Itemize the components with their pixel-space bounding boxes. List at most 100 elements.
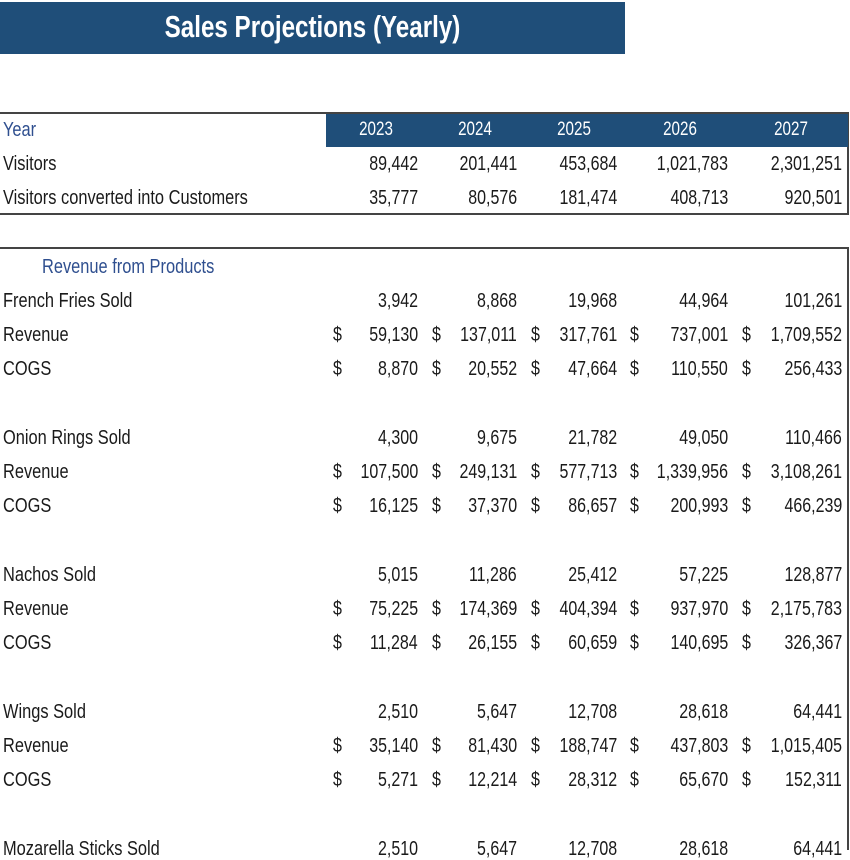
currency-symbol: $ xyxy=(630,769,639,791)
currency-symbol: $ xyxy=(531,598,540,620)
table-border-right xyxy=(847,112,849,215)
units-sold-value: 3,942 xyxy=(377,290,418,312)
year-header-2024: 2024 xyxy=(458,119,492,140)
units-sold-value: 5,647 xyxy=(476,838,517,860)
units-sold-label: Onion Rings Sold xyxy=(3,427,131,449)
year-header-2027: 2027 xyxy=(774,119,808,140)
units-sold-value: 28,618 xyxy=(679,838,728,860)
currency-symbol: $ xyxy=(432,769,441,791)
currency-symbol: $ xyxy=(333,598,342,620)
cogs-label: COGS xyxy=(3,632,52,654)
revenue-value: 188,747 xyxy=(559,735,617,757)
units-sold-value: 8,868 xyxy=(476,290,517,312)
units-sold-value: 64,441 xyxy=(793,838,842,860)
cogs-value: 5,271 xyxy=(377,769,418,791)
units-sold-value: 4,300 xyxy=(377,427,418,449)
units-sold-value: 2,510 xyxy=(377,701,418,723)
section-title: Revenue from Products xyxy=(42,256,215,278)
revenue-label: Revenue xyxy=(3,598,69,620)
cogs-value: 28,312 xyxy=(568,769,617,791)
units-sold-value: 49,050 xyxy=(679,427,728,449)
units-sold-value: 9,675 xyxy=(476,427,517,449)
currency-symbol: $ xyxy=(531,358,540,380)
cogs-value: 466,239 xyxy=(784,495,842,517)
cogs-value: 140,695 xyxy=(670,632,728,654)
currency-symbol: $ xyxy=(432,358,441,380)
customers-label: Visitors converted into Customers xyxy=(3,187,248,209)
units-sold-value: 28,618 xyxy=(679,701,728,723)
currency-symbol: $ xyxy=(630,358,639,380)
revenue-value: 1,709,552 xyxy=(770,324,842,346)
cogs-value: 26,155 xyxy=(468,632,517,654)
year-header-2025: 2025 xyxy=(557,119,591,140)
units-sold-label: Mozarella Sticks Sold xyxy=(3,838,160,860)
revenue-label: Revenue xyxy=(3,324,69,346)
currency-symbol: $ xyxy=(630,598,639,620)
currency-symbol: $ xyxy=(432,461,441,483)
currency-symbol: $ xyxy=(432,495,441,517)
units-sold-value: 101,261 xyxy=(784,290,842,312)
revenue-value: 737,001 xyxy=(670,324,728,346)
currency-symbol: $ xyxy=(742,598,751,620)
revenue-value: 3,108,261 xyxy=(770,461,842,483)
revenue-value: 937,970 xyxy=(670,598,728,620)
cogs-value: 256,433 xyxy=(784,358,842,380)
cogs-value: 110,550 xyxy=(671,358,728,380)
currency-symbol: $ xyxy=(630,735,639,757)
currency-symbol: $ xyxy=(742,735,751,757)
customers-value: 35,777 xyxy=(369,187,418,209)
visitors-value: 453,684 xyxy=(559,153,617,175)
revenue-label: Revenue xyxy=(3,461,69,483)
currency-symbol: $ xyxy=(630,632,639,654)
units-sold-value: 57,225 xyxy=(679,564,728,586)
units-sold-value: 11,286 xyxy=(469,564,517,586)
cogs-value: 37,370 xyxy=(468,495,517,517)
cogs-label: COGS xyxy=(3,495,52,517)
currency-symbol: $ xyxy=(742,461,751,483)
revenue-border-right xyxy=(847,247,849,850)
cogs-value: 16,125 xyxy=(369,495,418,517)
currency-symbol: $ xyxy=(432,324,441,346)
currency-symbol: $ xyxy=(531,632,540,654)
units-sold-value: 5,647 xyxy=(476,701,517,723)
currency-symbol: $ xyxy=(630,461,639,483)
units-sold-label: Nachos Sold xyxy=(3,564,96,586)
revenue-value: 404,394 xyxy=(559,598,617,620)
revenue-value: 317,761 xyxy=(559,324,617,346)
units-sold-value: 64,441 xyxy=(793,701,842,723)
cogs-value: 12,214 xyxy=(468,769,517,791)
customers-value: 181,474 xyxy=(559,187,617,209)
units-sold-value: 2,510 xyxy=(377,838,418,860)
cogs-label: COGS xyxy=(3,769,52,791)
cogs-value: 20,552 xyxy=(468,358,517,380)
revenue-value: 249,131 xyxy=(459,461,517,483)
revenue-value: 1,339,956 xyxy=(656,461,728,483)
currency-symbol: $ xyxy=(531,461,540,483)
cogs-value: 152,311 xyxy=(785,769,842,791)
year-header-2023: 2023 xyxy=(359,119,393,140)
customers-value: 408,713 xyxy=(670,187,728,209)
currency-symbol: $ xyxy=(630,324,639,346)
revenue-value: 1,015,405 xyxy=(770,735,842,757)
currency-symbol: $ xyxy=(432,735,441,757)
units-sold-value: 12,708 xyxy=(568,838,617,860)
currency-symbol: $ xyxy=(742,358,751,380)
customers-value: 80,576 xyxy=(468,187,517,209)
currency-symbol: $ xyxy=(742,495,751,517)
currency-symbol: $ xyxy=(742,324,751,346)
revenue-value: 59,130 xyxy=(369,324,418,346)
title-banner xyxy=(0,2,625,54)
revenue-value: 75,225 xyxy=(369,598,418,620)
visitors-value: 1,021,783 xyxy=(656,153,728,175)
currency-symbol: $ xyxy=(432,632,441,654)
visitors-value: 89,442 xyxy=(369,153,418,175)
page-title: Sales Projections (Yearly) xyxy=(164,9,461,44)
currency-symbol: $ xyxy=(531,324,540,346)
revenue-value: 81,430 xyxy=(468,735,517,757)
year-label: Year xyxy=(3,119,37,141)
currency-symbol: $ xyxy=(742,632,751,654)
currency-symbol: $ xyxy=(531,495,540,517)
revenue-value: 577,713 xyxy=(559,461,617,483)
revenue-value: 174,369 xyxy=(459,598,517,620)
customers-value: 920,501 xyxy=(784,187,842,209)
